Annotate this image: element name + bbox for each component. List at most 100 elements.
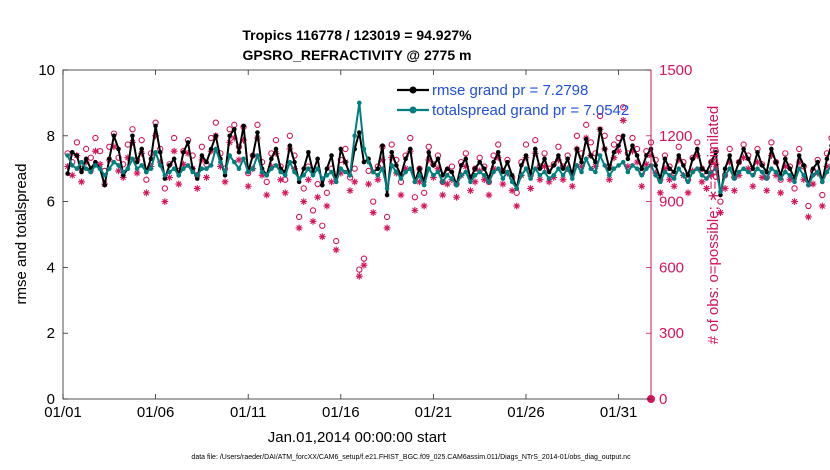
rmse-point — [491, 159, 496, 165]
obs-assimilated-point — [277, 176, 285, 184]
obs-assimilated-point — [675, 156, 683, 164]
totalspread-point — [699, 172, 705, 178]
obs-assimilated-point — [443, 180, 451, 188]
totalspread-point — [218, 159, 223, 165]
totalspread-point — [97, 166, 103, 171]
obs-assimilated-point — [221, 178, 229, 186]
obs-assimilated-point — [656, 189, 664, 197]
rmse-point — [301, 166, 307, 171]
totalspread-point — [204, 166, 209, 171]
totalspread-point — [222, 169, 228, 175]
obs-possible-point — [407, 134, 414, 142]
rmse-point — [449, 169, 455, 175]
totalspread-point — [245, 169, 251, 175]
totalspread-point — [741, 166, 746, 171]
totalspread-point — [565, 166, 570, 171]
obs-possible-point — [370, 198, 377, 205]
totalspread-point — [690, 169, 695, 175]
obs-assimilated-point — [244, 182, 252, 190]
obs-assimilated-point — [527, 185, 535, 192]
totalspread-point — [514, 186, 520, 191]
obs-possible-point — [115, 154, 122, 161]
obs-assimilated-point — [281, 189, 289, 197]
obs-assimilated-point — [513, 202, 521, 210]
rmse-point — [750, 166, 756, 171]
obs-assimilated-point — [541, 163, 548, 170]
totalspread-point — [736, 169, 742, 175]
rmse-point — [306, 149, 311, 155]
totalspread-point — [653, 172, 658, 178]
obs-possible-point — [791, 185, 798, 192]
rmse-point — [375, 166, 381, 171]
rmse-point — [523, 153, 529, 158]
totalspread-point — [704, 176, 709, 181]
rmse-point — [357, 130, 362, 135]
obs-possible-point — [448, 163, 456, 170]
obs-assimilated-point — [365, 180, 372, 188]
x-tick-label: 01/01 — [44, 404, 82, 421]
x-tick-label: 01/26 — [507, 404, 545, 421]
obs-assimilated-point — [230, 134, 238, 142]
obs-assimilated-point — [786, 176, 794, 184]
legend-rmse-label: rmse grand pr = 7.2798 — [432, 82, 588, 99]
obs-assimilated-point — [800, 176, 808, 184]
rmse-point — [287, 143, 293, 148]
totalspread-point — [546, 176, 552, 181]
obs-possible-point — [92, 134, 99, 142]
rmse-point — [611, 149, 617, 155]
rmse-point — [704, 169, 709, 175]
obs-assimilated-point — [184, 149, 192, 157]
obs-possible-point — [541, 150, 548, 157]
y-axis-right: 0 300 600 900 1200 1500 — [646, 62, 692, 408]
totalspread-point — [597, 153, 603, 158]
totalspread-point — [157, 163, 163, 168]
totalspread-point — [620, 159, 626, 165]
y-tick-label-left: 4 — [47, 259, 55, 276]
totalspread-point — [616, 163, 621, 168]
rmse-point — [116, 146, 121, 152]
rmse-point — [380, 143, 385, 148]
y-tick-label-left: 6 — [47, 194, 55, 211]
obs-assimilated-point — [360, 261, 368, 269]
totalspread-point — [93, 163, 98, 168]
rmse-point — [607, 166, 612, 171]
obs-assimilated-point — [64, 163, 72, 170]
rmse-point — [255, 130, 260, 135]
obs-assimilated-point — [721, 185, 729, 192]
totalspread-point — [269, 166, 274, 171]
obs-assimilated-point — [351, 178, 359, 186]
totalspread-point — [347, 172, 353, 178]
totalspread-point — [361, 146, 367, 152]
obs-assimilated-point — [642, 160, 650, 168]
rmse-point — [134, 159, 140, 165]
totalspread-point — [796, 166, 802, 171]
totalspread-point — [468, 179, 473, 185]
totalspread-point — [106, 166, 112, 171]
obs-possible-point — [583, 121, 590, 128]
rmse-point — [111, 133, 117, 139]
obs-assimilated-point — [439, 191, 447, 199]
rmse-point — [222, 172, 228, 178]
totalspread-point — [264, 172, 270, 178]
rmse-point — [236, 149, 242, 155]
totalspread-point — [232, 159, 237, 165]
obs-possible-point — [819, 191, 826, 199]
rmse-point — [551, 163, 557, 168]
rmse-point — [634, 153, 640, 158]
obs-possible-point — [129, 126, 136, 133]
obs-assimilated-point — [610, 154, 618, 162]
totalspread-point — [593, 169, 598, 175]
obs-possible-point — [295, 213, 303, 221]
totalspread-point — [639, 172, 645, 178]
chart-subtitle: GPSRO_REFRACTIVITY @ 2775 m — [243, 47, 472, 63]
obs-possible-point — [263, 178, 270, 186]
obs-assimilated-point — [332, 246, 340, 254]
rmse-point — [556, 153, 561, 158]
totalspread-point — [569, 176, 575, 181]
totalspread-point — [134, 166, 140, 171]
rmse-point — [162, 176, 168, 181]
obs-assimilated-point — [110, 143, 118, 151]
obs-possible-point — [596, 112, 604, 120]
totalspread-point — [667, 172, 672, 178]
y-axis-label-left: rmse and totalspread — [13, 164, 30, 305]
